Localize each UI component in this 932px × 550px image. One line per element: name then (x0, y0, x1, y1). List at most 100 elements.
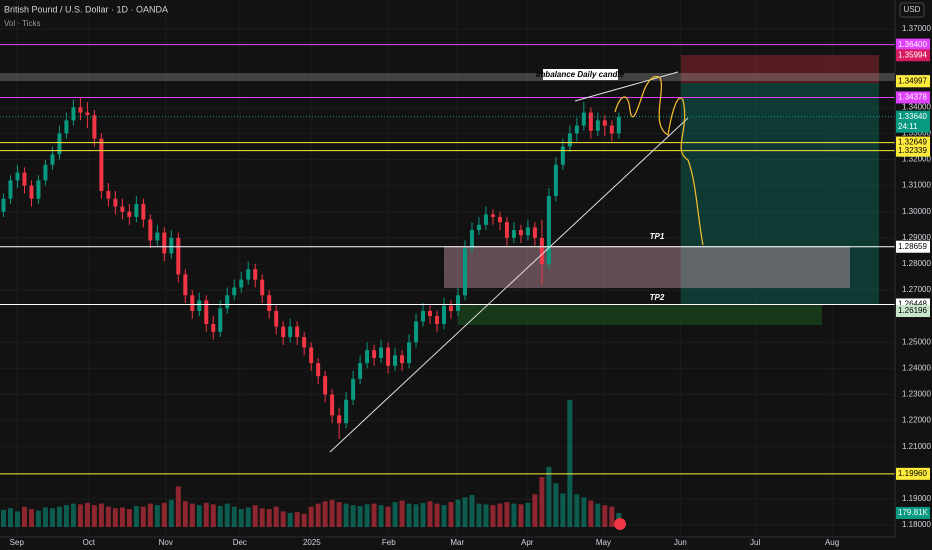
y-tick-label: 1.24000 (902, 363, 931, 372)
candle-body (469, 230, 474, 249)
axis-labels: 1.37000 1.34000 1.33000 1.32000 1.31000 1.300… (896, 24, 931, 529)
candle-body (372, 350, 377, 358)
annotation: TP1 (650, 232, 665, 241)
level-label: 1.36400 (898, 40, 927, 49)
candle-body (295, 326, 300, 338)
chart-title: British Pound / U.S. Dollar · 1D · OANDA (4, 4, 168, 14)
candle-body (85, 112, 90, 116)
volume-bar (266, 509, 272, 527)
currency-box (899, 2, 925, 18)
candle-body (92, 115, 97, 139)
annotation: Imbalance Daily candle (536, 70, 625, 79)
volume-bar (98, 503, 104, 527)
volume-bar (287, 512, 293, 527)
candle-body (414, 321, 419, 343)
y-tick-label: 1.31000 (902, 181, 931, 190)
candle-body (309, 347, 314, 364)
candle-body (476, 224, 481, 231)
candle-body (435, 316, 440, 324)
level-label-box (896, 38, 930, 51)
x-tick-label: Jul (750, 538, 760, 547)
y-tick-label: 1.34000 (902, 102, 931, 111)
last-price-box (896, 110, 930, 133)
volume-bar (0, 509, 6, 527)
candle-body (127, 211, 132, 217)
volume-bar (119, 507, 125, 527)
candle-body (211, 323, 216, 332)
volume-bar (231, 506, 237, 527)
candle-body (155, 232, 160, 241)
candle-body (253, 269, 258, 280)
candle-body (483, 214, 488, 225)
candle-body (71, 107, 76, 121)
x-tick-label: Mar (450, 538, 464, 547)
volume-label-box (896, 506, 930, 519)
currency: USD (904, 5, 921, 14)
y-tick-label: 1.19000 (902, 494, 931, 503)
level-label-box (896, 305, 930, 318)
candle-body (518, 230, 523, 236)
volume-bar (469, 495, 475, 527)
volume-bar (84, 502, 90, 527)
candle-body (288, 326, 293, 338)
x-tick-label: Aug (825, 538, 839, 547)
volume-bar (406, 503, 412, 527)
volume-bar (364, 504, 370, 527)
candle-body (162, 232, 167, 254)
volume-bar (175, 486, 181, 527)
volume-bar (588, 500, 594, 527)
level-label: 1.28659 (898, 242, 927, 251)
volume-bar (70, 503, 76, 527)
candle-body (560, 146, 565, 165)
volume-bar (238, 509, 244, 527)
volume-bar (56, 506, 62, 527)
y-tick-label: 1.21000 (902, 442, 931, 451)
candle-body (274, 310, 279, 327)
candle-body (504, 222, 509, 238)
candle-body (134, 203, 139, 217)
x-tick-label: Feb (382, 538, 396, 547)
volume-bar (210, 504, 216, 527)
candle-body (497, 216, 502, 223)
volume-bar (455, 499, 461, 527)
volume-bar (371, 503, 377, 527)
volume-bar (483, 504, 489, 527)
volume-bar (203, 502, 209, 527)
x-tick-label: 2025 (303, 538, 321, 547)
volume-bar (7, 508, 13, 527)
volume-bar (343, 503, 349, 527)
volume-bar (273, 506, 279, 527)
level-label: 1.32649 (898, 138, 927, 147)
last-price-label: 1.33640 (898, 112, 927, 121)
volume-bar (609, 506, 615, 527)
candle-body (393, 355, 398, 366)
candle-body (574, 125, 579, 134)
volume-bar (77, 504, 83, 527)
trend-line (329, 117, 689, 453)
candle-body (400, 355, 405, 364)
candle-body (442, 305, 447, 324)
x-tick-label: Dec (233, 538, 247, 547)
candle-body (539, 237, 544, 264)
candle-body (407, 342, 412, 364)
y-tick-label: 1.22000 (902, 416, 931, 425)
volume-bar (539, 477, 545, 527)
candle-body (316, 363, 321, 377)
volume-bar (133, 505, 139, 527)
volume-bar (567, 399, 573, 527)
level-label: 1.19960 (898, 469, 927, 478)
candle-body (50, 154, 55, 165)
level-label: 1.26448 (898, 300, 927, 309)
volume-bar (91, 505, 97, 527)
level-label: 1.32339 (898, 146, 927, 155)
candle-body (323, 376, 328, 395)
candle-body (260, 279, 265, 296)
candle-body (511, 230, 516, 238)
candle-body (169, 237, 174, 254)
imbalance-zone (0, 73, 895, 81)
candle-body (358, 363, 363, 379)
volume-bar (28, 509, 34, 527)
volume-bar (490, 505, 496, 527)
candle-body (43, 164, 48, 181)
volume-bar (525, 502, 531, 527)
